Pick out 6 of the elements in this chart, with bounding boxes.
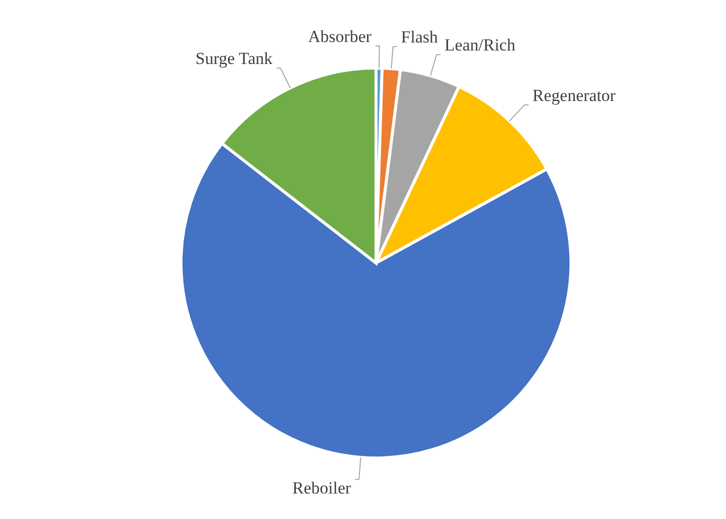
slice-label: Lean/Rich [444,36,516,55]
slice-label: Flash [401,28,438,47]
slice-label: Absorber [308,27,372,46]
slice-label: Surge Tank [195,49,274,68]
slice-label: Regenerator [532,86,616,105]
slice-label: Reboiler [292,478,352,498]
